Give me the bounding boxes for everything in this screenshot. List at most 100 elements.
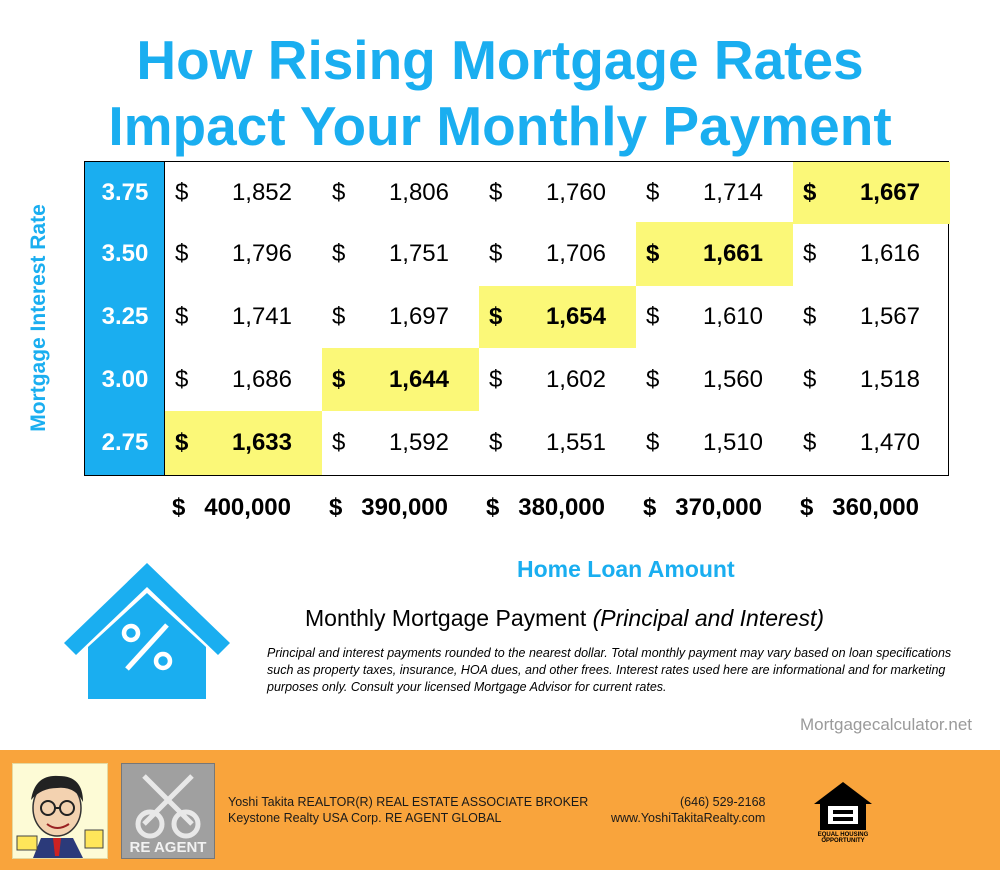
payment-cell: $1,686 xyxy=(165,348,322,411)
rate-label: 3.00 xyxy=(101,365,149,393)
payment-cell: $1,697 xyxy=(322,286,479,348)
agent-website[interactable]: www.YoshiTakitaRealty.com xyxy=(611,811,766,825)
currency-symbol: $ xyxy=(803,179,817,206)
agent-caricature xyxy=(12,763,108,859)
currency-symbol: $ xyxy=(175,429,189,456)
title-line-1: How Rising Mortgage Rates xyxy=(136,29,864,91)
disclaimer: Principal and interest payments rounded … xyxy=(267,646,952,694)
legend-main: Monthly Mortgage Payment xyxy=(305,605,593,631)
currency-symbol: $ xyxy=(332,365,346,393)
currency-symbol: $ xyxy=(489,179,503,206)
currency-symbol: $ xyxy=(332,179,346,206)
currency-symbol: $ xyxy=(646,429,660,456)
x-axis-label: Home Loan Amount xyxy=(517,556,735,582)
payment-cell: $1,714 xyxy=(636,162,793,224)
payment-cell: $1,567 xyxy=(793,286,950,348)
payment-value: 1,706 xyxy=(545,240,606,267)
payment-cell: $1,616 xyxy=(793,222,950,286)
rate-label: 3.50 xyxy=(101,240,149,267)
re-agent-logo-text: RE AGENT xyxy=(130,839,207,856)
loan-amount-value: 380,000 xyxy=(518,494,605,521)
currency-symbol: $ xyxy=(803,303,817,330)
rate-column xyxy=(85,162,165,475)
payment-value: 1,518 xyxy=(859,365,920,393)
payment-cell: $1,667 xyxy=(793,162,950,224)
loan-amount: $380,000 xyxy=(486,494,605,524)
agent-phone: (646) 529-2168 xyxy=(680,795,766,809)
payment-cell: $1,741 xyxy=(165,286,322,348)
payment-cell: $1,661 xyxy=(636,222,793,286)
legend: Monthly Mortgage Payment (Principal and … xyxy=(305,605,824,632)
currency-symbol: $ xyxy=(646,240,660,267)
payment-cell: $1,751 xyxy=(322,222,479,286)
loan-amount-value: 360,000 xyxy=(832,494,919,521)
payment-value: 1,751 xyxy=(388,240,449,267)
currency-symbol: $ xyxy=(332,240,346,267)
payment-value: 1,560 xyxy=(702,365,763,393)
currency-symbol: $ xyxy=(175,240,189,267)
equal-housing-icon: EQUAL HOUSING OPPORTUNITY xyxy=(814,782,872,844)
payment-cell: $1,560 xyxy=(636,348,793,411)
payment-cell: $1,470 xyxy=(793,411,950,475)
ehl-line-1: EQUAL HOUSING xyxy=(818,832,869,838)
agent-line-2: Keystone Realty USA Corp. RE AGENT GLOBA… xyxy=(228,811,502,825)
payment-cell: $1,551 xyxy=(479,411,636,475)
currency-symbol: $ xyxy=(646,179,660,206)
house-percent-icon xyxy=(64,563,230,699)
loan-amount: $370,000 xyxy=(643,494,762,524)
payment-cell: $1,592 xyxy=(322,411,479,475)
currency-symbol: $ xyxy=(646,303,660,330)
payment-value: 1,616 xyxy=(859,240,920,267)
payment-cell: $1,760 xyxy=(479,162,636,224)
payment-cell: $1,796 xyxy=(165,222,322,286)
payment-value: 1,644 xyxy=(388,365,449,393)
loan-currency-symbol: $ xyxy=(800,494,814,521)
footer-bar: RE AGENT Yoshi Takita REALTOR(R) REAL ES… xyxy=(0,750,1000,870)
payment-value: 1,551 xyxy=(545,429,606,456)
payment-cell: $1,518 xyxy=(793,348,950,411)
payment-value: 1,510 xyxy=(702,429,763,456)
loan-currency-symbol: $ xyxy=(643,494,657,521)
payment-value: 1,470 xyxy=(859,429,920,456)
payment-cell: $1,510 xyxy=(636,411,793,475)
legend-italic: (Principal and Interest) xyxy=(592,605,825,631)
payment-value: 1,686 xyxy=(231,365,292,393)
payment-cell: $1,654 xyxy=(479,286,636,348)
loan-amount: $360,000 xyxy=(800,494,919,524)
payment-value: 1,610 xyxy=(702,303,763,330)
currency-symbol: $ xyxy=(175,179,189,206)
ehl-line-2: OPPORTUNITY xyxy=(821,838,864,844)
loan-amount: $390,000 xyxy=(329,494,448,524)
payment-cell: $1,706 xyxy=(479,222,636,286)
currency-symbol: $ xyxy=(489,365,503,393)
rate-label: 3.75 xyxy=(101,179,149,206)
currency-symbol: $ xyxy=(489,429,503,456)
currency-symbol: $ xyxy=(175,365,189,393)
rate-label: 3.25 xyxy=(101,303,149,330)
payment-value: 1,633 xyxy=(231,429,292,456)
payment-cell: $1,633 xyxy=(165,411,322,475)
payment-value: 1,667 xyxy=(859,179,920,206)
payment-value: 1,654 xyxy=(545,303,606,330)
y-axis-label: Mortgage Interest Rate xyxy=(27,204,50,432)
rate-label: 2.75 xyxy=(101,429,149,456)
payment-value: 1,567 xyxy=(859,303,920,330)
currency-symbol: $ xyxy=(803,240,817,267)
payment-value: 1,661 xyxy=(702,240,763,267)
payment-cell: $1,806 xyxy=(322,162,479,224)
agent-line-1: Yoshi Takita REALTOR(R) REAL ESTATE ASSO… xyxy=(228,795,589,809)
payment-value: 1,760 xyxy=(545,179,606,206)
currency-symbol: $ xyxy=(332,303,346,330)
loan-currency-symbol: $ xyxy=(329,494,343,521)
payment-value: 1,602 xyxy=(545,365,606,393)
title-line-2: Impact Your Monthly Payment xyxy=(108,95,892,157)
payment-table: 3.75 $1,852 $1,806 $1,760 $1,714 $1,667 3.50 $1… xyxy=(84,161,950,476)
currency-symbol: $ xyxy=(175,303,189,330)
payment-value: 1,852 xyxy=(231,179,292,206)
payment-value: 1,714 xyxy=(702,179,763,206)
payment-cell: $1,852 xyxy=(165,162,322,224)
currency-symbol: $ xyxy=(489,240,503,267)
currency-symbol: $ xyxy=(646,365,660,393)
payment-cell: $1,644 xyxy=(322,348,479,411)
loan-amount-value: 370,000 xyxy=(675,494,762,521)
